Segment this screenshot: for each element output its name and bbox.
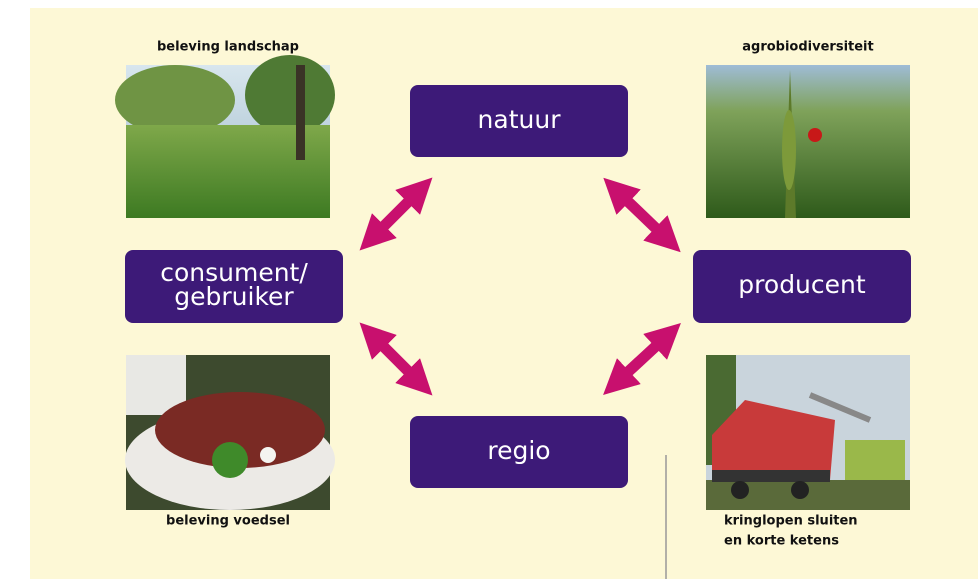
photo-caption: agrobiodiversiteit xyxy=(742,40,873,55)
node-label: gebruiker xyxy=(174,282,294,311)
photo-harvest xyxy=(706,355,910,510)
photo-caption: beleving landschap xyxy=(157,40,299,55)
photo-landscape xyxy=(115,55,335,218)
photo-caption: beleving voedsel xyxy=(166,514,290,529)
node: natuur xyxy=(410,85,628,157)
node-label: regio xyxy=(487,436,550,465)
photo-wheat xyxy=(706,65,910,218)
photo-caption: en korte ketens xyxy=(724,534,839,549)
photo-food xyxy=(125,355,335,510)
photo-caption: kringlopen sluiten xyxy=(724,514,858,529)
node: consument/ gebruiker xyxy=(125,250,343,323)
node: regio xyxy=(410,416,628,488)
node-label: producent xyxy=(738,270,866,299)
diagram: natuur consument/ gebruiker producent re… xyxy=(0,0,978,579)
node: producent xyxy=(693,250,911,323)
node-label: natuur xyxy=(478,105,562,134)
